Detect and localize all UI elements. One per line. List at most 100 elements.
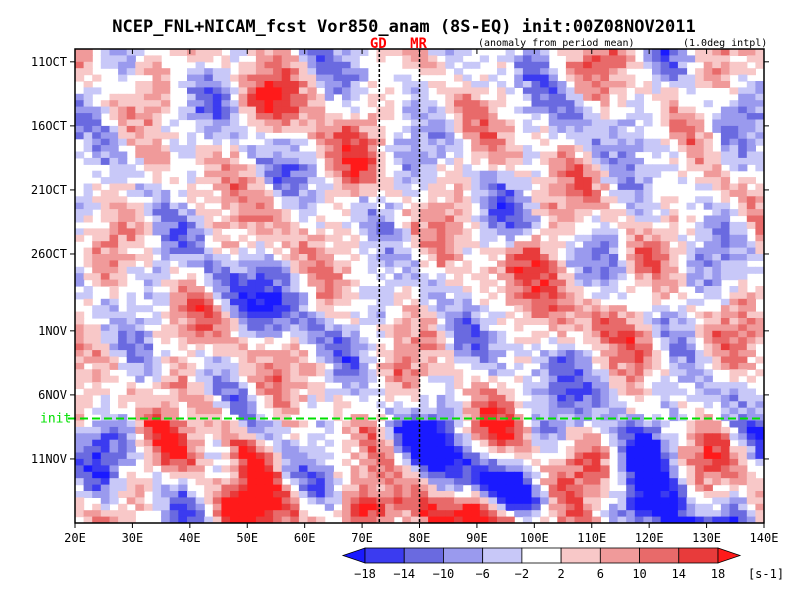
heat-cell [703,228,713,236]
heat-cell [548,478,558,486]
y-tick-label: 6NOV [38,388,67,402]
heat-cell [109,330,119,338]
heat-cell [522,286,533,293]
heat-cell [83,478,93,486]
heat-cell [479,356,489,364]
heat-cell [686,446,696,454]
heat-cell [161,125,171,133]
heat-cell [273,356,283,364]
heat-cell [729,260,739,268]
heat-cell [178,484,188,492]
heat-cell [428,491,438,498]
heat-cell [230,74,240,82]
heat-cell [195,433,205,441]
heat-cell [428,356,438,364]
heat-cell [333,119,343,127]
heat-cell [169,330,179,338]
heat-cell [281,311,291,319]
heat-cell [565,318,576,325]
y-tick-label: 26OCT [31,247,67,261]
heat-cell [729,497,739,505]
heat-cell [660,401,670,409]
heat-cell [290,305,300,313]
heat-cell [695,132,705,140]
heat-cell [187,426,197,434]
heat-cell [350,426,360,434]
heat-cell [273,81,283,88]
heat-cell [75,362,85,370]
heat-cell [118,61,128,69]
heat-cell [195,49,205,56]
heat-cell [419,170,429,178]
heat-cell [316,221,326,229]
heat-cell [746,362,756,370]
heat-cell [436,452,446,460]
heat-cell [488,183,498,191]
heat-cell [703,356,713,364]
heat-cell [428,407,438,415]
heat-cell [428,170,438,178]
heat-cell [83,61,93,69]
heat-cell [298,157,309,165]
heat-cell [574,503,584,511]
heat-cell [626,407,636,415]
heat-cell [677,138,688,146]
heat-cell [454,298,464,306]
heat-cell [488,157,498,165]
heat-cell [212,350,222,358]
heat-cell [548,292,558,300]
heat-cell [83,145,93,153]
heat-cell [385,286,395,293]
heat-cell [316,196,326,204]
heat-cell [393,279,403,287]
heat-cell [298,330,309,338]
heat-cell [514,228,524,236]
heat-cell [479,81,489,88]
heat-cell [531,330,541,338]
heat-cell [436,484,446,492]
heat-cell [255,516,266,523]
heat-cell [324,491,334,498]
heat-cell [109,260,119,268]
heat-cell [454,106,464,114]
heat-cell [583,298,593,306]
heat-cell [367,465,377,473]
heat-cell [436,279,446,287]
heat-cell [92,426,102,434]
heat-cell [281,119,291,127]
heat-cell [152,452,162,460]
heat-cell [600,471,610,479]
heat-cell [247,209,257,217]
heat-cell [152,369,162,377]
heat-cell [255,106,266,114]
heat-cell [281,471,291,479]
heat-cell [565,215,576,223]
heat-cell [118,343,128,351]
heat-cell [660,145,670,153]
heat-cell [738,266,748,274]
heat-cell [385,478,395,486]
heat-cell [505,132,515,140]
heat-cell [247,497,257,505]
heat-cell [497,362,507,370]
heat-cell [505,125,515,133]
heat-cell [419,119,429,127]
heat-cell [247,407,257,415]
heat-cell [83,138,93,146]
heat-cell [135,330,145,338]
heat-cell [410,510,421,518]
heat-cell [454,87,464,95]
x-tick-label: 110E [577,531,606,545]
heat-cell [703,452,713,460]
heat-cell [152,87,162,95]
heat-cell [531,279,541,287]
heat-cell [178,221,188,229]
heat-cell [634,247,644,255]
heat-cell [169,503,179,511]
heat-cell [557,478,567,486]
heat-cell [634,183,644,191]
heat-cell [471,503,481,511]
heat-cell [471,356,481,364]
heat-cell [548,119,558,127]
heat-cell [402,151,412,159]
